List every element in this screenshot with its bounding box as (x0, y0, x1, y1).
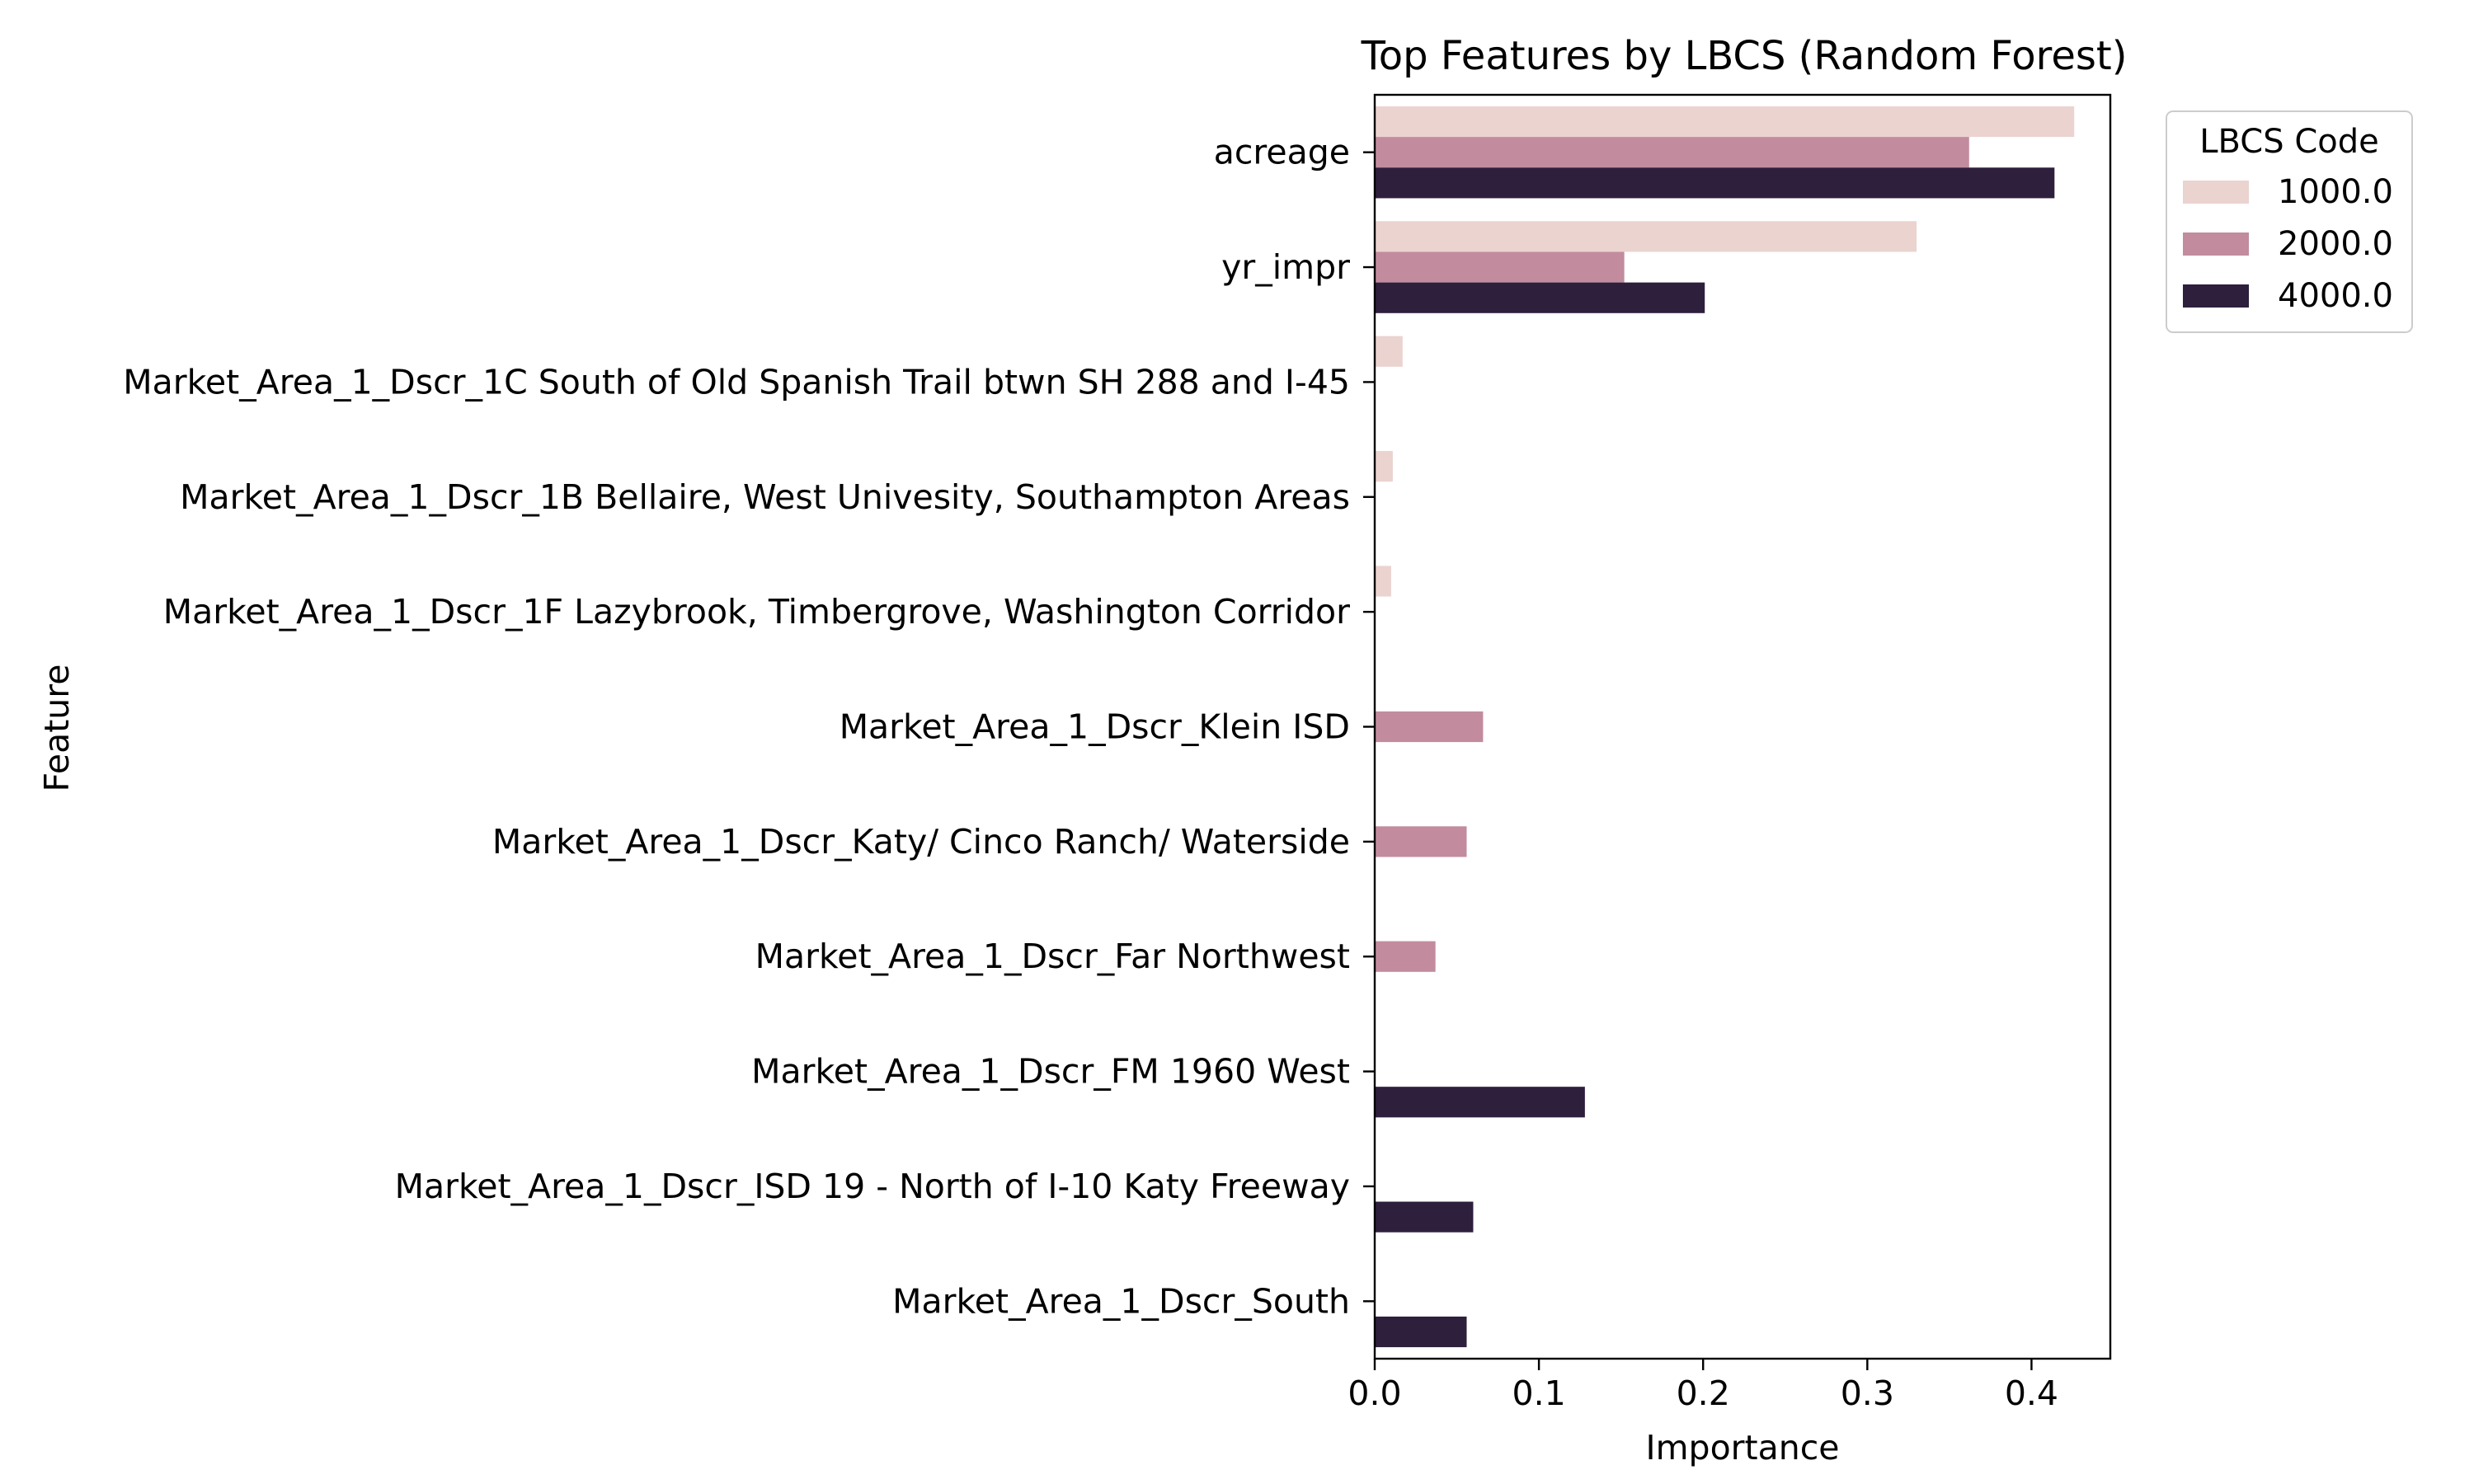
y-ticks-group: acreage yr_impr Market_Area_1_Dscr_1C Sout… (123, 133, 1375, 1321)
y-tick-label: Market_Area_1_Dscr_Klein ISD (840, 707, 1350, 747)
bar (1375, 1316, 1467, 1348)
bar (1375, 941, 1436, 972)
x-axis-label: Importance (1646, 1428, 1840, 1468)
bar (1375, 711, 1484, 743)
y-tick-label: Market_Area_1_Dscr_1B Bellaire, West Uni… (180, 477, 1350, 517)
y-tick-label: yr_impr (1221, 247, 1350, 287)
bar (1375, 282, 1705, 313)
bar (1375, 221, 1917, 252)
bar (1375, 1201, 1474, 1233)
plot-frame (1373, 93, 2112, 1360)
y-tick-label: Market_Area_1_Dscr_ISD 19 - North of I-1… (395, 1167, 1350, 1206)
bar (1375, 251, 1625, 283)
bar (1375, 451, 1393, 482)
y-tick-label: Market_Area_1_Dscr_South (892, 1281, 1350, 1321)
bar (1375, 167, 2055, 199)
bar (1375, 566, 1391, 597)
y-axis-label: Feature (37, 665, 77, 792)
legend-frame (2166, 110, 2413, 333)
legend-title: LBCS Code (2199, 123, 2378, 161)
x-ticks-group: 0.0 0.1 0.2 0.3 0.4 (1348, 1359, 2058, 1413)
legend-label: 2000.0 (2278, 225, 2393, 263)
bars-group (1375, 106, 2075, 1348)
x-tick-label: 0.0 (1348, 1374, 1401, 1413)
y-tick-label: Market_Area_1_Dscr_Katy/ Cinco Ranch/ Wa… (492, 822, 1350, 862)
x-tick-label: 0.4 (2005, 1374, 2058, 1413)
legend-swatch (2183, 284, 2249, 308)
legend-swatch (2183, 232, 2249, 256)
bar (1375, 137, 1969, 168)
y-tick-label: acreage (1214, 133, 1350, 172)
legend-swatch (2183, 181, 2249, 204)
legend: LBCS Code 1000.0 2000.0 4000.0 (2166, 110, 2413, 333)
bar (1375, 336, 1403, 367)
bar (1375, 106, 2075, 138)
chart-title: Top Features by LBCS (Random Forest) (1361, 33, 2128, 79)
x-tick-label: 0.3 (1841, 1374, 1894, 1413)
x-tick-label: 0.1 (1512, 1374, 1565, 1413)
x-tick-label: 0.2 (1677, 1374, 1730, 1413)
bar (1375, 1087, 1585, 1118)
legend-label: 1000.0 (2278, 173, 2393, 211)
bar (1375, 826, 1467, 857)
y-tick-label: Market_Area_1_Dscr_1F Lazybrook, Timberg… (163, 592, 1350, 632)
y-tick-label: Market_Area_1_Dscr_Far Northwest (755, 937, 1350, 976)
y-tick-label: Market_Area_1_Dscr_1C South of Old Spani… (123, 362, 1350, 402)
legend-label: 4000.0 (2278, 277, 2393, 315)
y-tick-label: Market_Area_1_Dscr_FM 1960 West (751, 1052, 1350, 1092)
legend-items: 1000.0 2000.0 4000.0 (2183, 173, 2393, 315)
